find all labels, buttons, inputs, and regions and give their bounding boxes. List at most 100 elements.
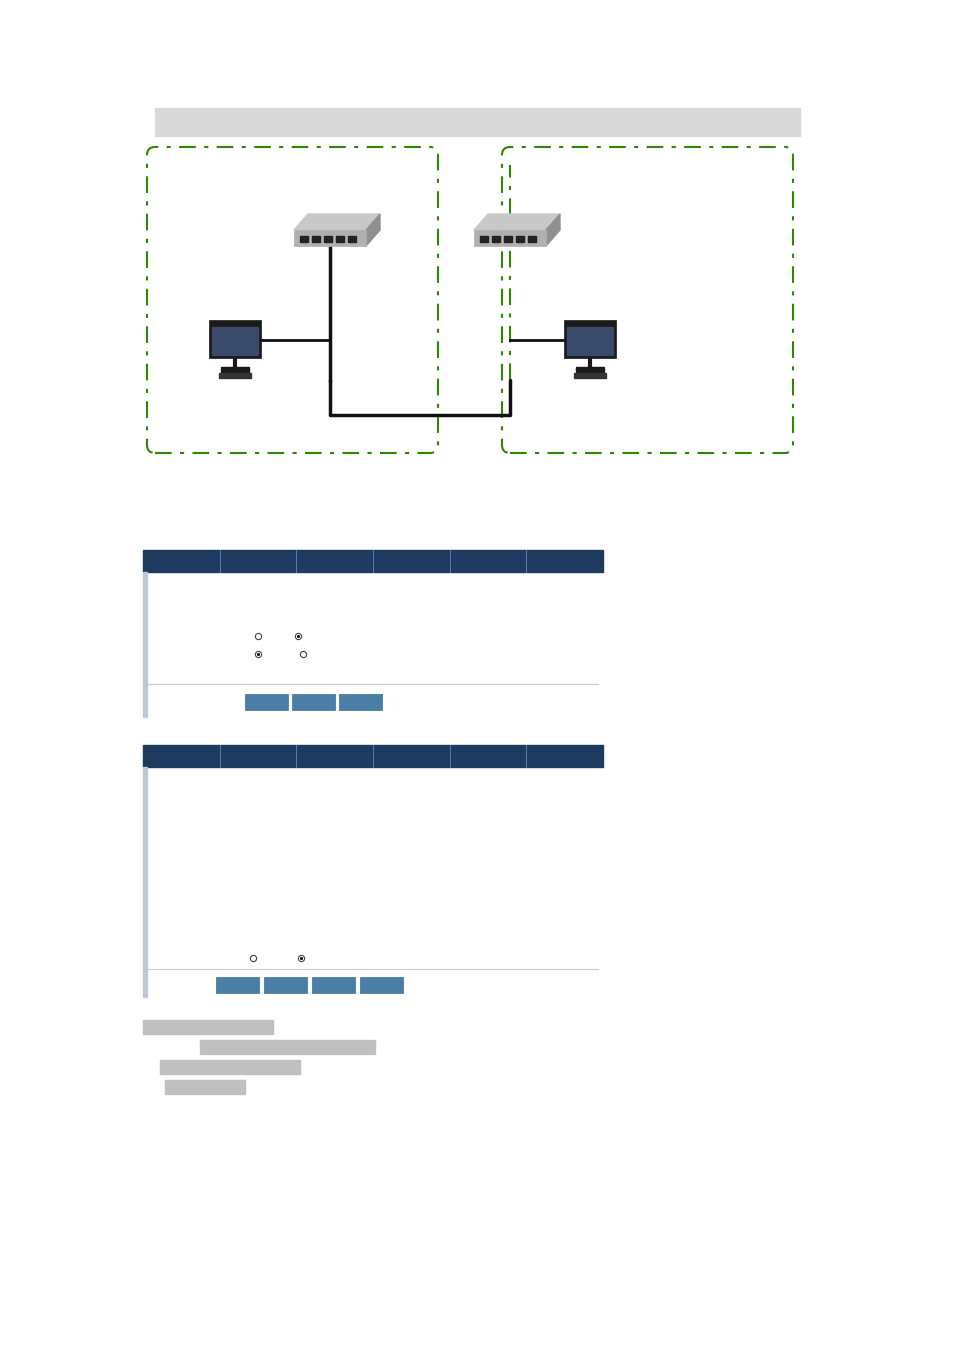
Bar [479, 236, 488, 242]
Text: Reset: Reset [320, 979, 345, 988]
Text: SOHO: SOHO [285, 873, 310, 883]
Text: .: . [396, 838, 399, 848]
Text: Advanced: Advanced [308, 554, 361, 563]
Text: Basic: Basic [243, 748, 273, 757]
Text: VC-mux: VC-mux [257, 953, 294, 963]
Bar [143, 767, 602, 998]
Bar [574, 373, 605, 378]
Bar [335, 236, 344, 242]
Bar [200, 1040, 375, 1054]
Text: Back: Back [226, 979, 248, 988]
Bar [143, 572, 602, 717]
Polygon shape [474, 215, 559, 230]
Bar [143, 745, 602, 767]
Bar [492, 236, 499, 242]
Bar [474, 230, 545, 246]
Text: .: . [356, 856, 359, 865]
Bar [245, 694, 288, 710]
Text: Utility: Utility [547, 748, 581, 757]
Text: 255: 255 [365, 838, 380, 846]
Bar [363, 818, 395, 832]
Bar [516, 236, 523, 242]
Text: Status: Status [393, 554, 429, 563]
Text: Admin: Admin [470, 748, 505, 757]
Text: .: . [316, 819, 319, 830]
Text: .: . [316, 838, 319, 848]
Bar [143, 549, 191, 572]
Polygon shape [545, 215, 559, 246]
Text: 255: 255 [325, 838, 340, 846]
Bar [209, 320, 261, 358]
Bar [348, 236, 355, 242]
Text: WAN:: WAN: [154, 895, 192, 909]
Bar [221, 367, 249, 373]
Text: CPE Side: CPE Side [308, 649, 351, 660]
Text: BRIDGE: BRIDGE [306, 632, 343, 643]
Text: 1: 1 [405, 819, 410, 829]
Bar [165, 1080, 245, 1094]
Bar [402, 818, 436, 832]
Text: Host Name:: Host Name: [172, 873, 226, 882]
Text: VCI:: VCI: [172, 931, 191, 940]
Text: SHDSL Mode:: SHDSL Mode: [172, 649, 238, 660]
Text: System Mode:: System Mode: [172, 632, 242, 643]
Text: Subnet Mask:: Subnet Mask: [172, 837, 233, 846]
Bar [566, 327, 613, 355]
Bar [143, 767, 147, 998]
Bar [323, 836, 355, 849]
Text: 0: 0 [405, 838, 410, 846]
Text: Encap:: Encap: [172, 953, 203, 963]
Polygon shape [294, 215, 379, 230]
Text: 168: 168 [325, 856, 340, 865]
Bar [294, 230, 366, 246]
Bar [212, 327, 257, 355]
Text: .: . [396, 856, 399, 865]
Text: Advanced: Advanced [308, 748, 361, 757]
Bar [283, 818, 315, 832]
Text: Status: Status [393, 748, 429, 757]
Text: Operation Mode:: Operation Mode: [158, 608, 262, 617]
Bar [264, 977, 307, 994]
Text: LLC: LLC [306, 953, 322, 963]
Bar [283, 836, 315, 849]
Bar [196, 549, 225, 572]
Bar [143, 572, 147, 717]
Text: .: . [316, 856, 319, 865]
Text: Utility: Utility [547, 554, 581, 563]
Text: 1: 1 [405, 856, 410, 865]
Bar [563, 320, 616, 358]
Bar [312, 977, 355, 994]
Text: VPI:: VPI: [172, 913, 190, 922]
Bar [253, 930, 293, 944]
Text: Home: Home [166, 554, 197, 563]
Text: Home: Home [166, 748, 197, 757]
Bar [283, 855, 315, 867]
Text: Basic: Basic [243, 554, 273, 563]
Bar [160, 1060, 299, 1075]
Text: Cancel: Cancel [251, 697, 281, 705]
Bar [253, 913, 293, 925]
Bar [154, 108, 800, 136]
Bar [576, 367, 603, 373]
Text: ROUTE: ROUTE [263, 632, 296, 643]
Text: Gateway:: Gateway: [172, 855, 215, 864]
Text: 255: 255 [285, 838, 300, 846]
Bar [219, 373, 251, 378]
Text: .: . [396, 819, 399, 830]
Bar [312, 236, 319, 242]
Text: Admin: Admin [470, 554, 505, 563]
Bar [363, 836, 395, 849]
Text: 192: 192 [285, 856, 300, 865]
Text: BASIC - STEP1: BASIC - STEP1 [317, 580, 428, 594]
Text: CO Side: CO Side [263, 649, 301, 660]
Text: Next: Next [349, 697, 370, 705]
Bar [143, 1021, 273, 1034]
Text: 192: 192 [285, 819, 300, 829]
Bar [527, 236, 536, 242]
Text: 168: 168 [325, 819, 340, 829]
Bar [363, 855, 395, 867]
Bar [359, 977, 402, 994]
Bar [292, 694, 335, 710]
Bar [143, 549, 602, 572]
Bar [323, 818, 355, 832]
